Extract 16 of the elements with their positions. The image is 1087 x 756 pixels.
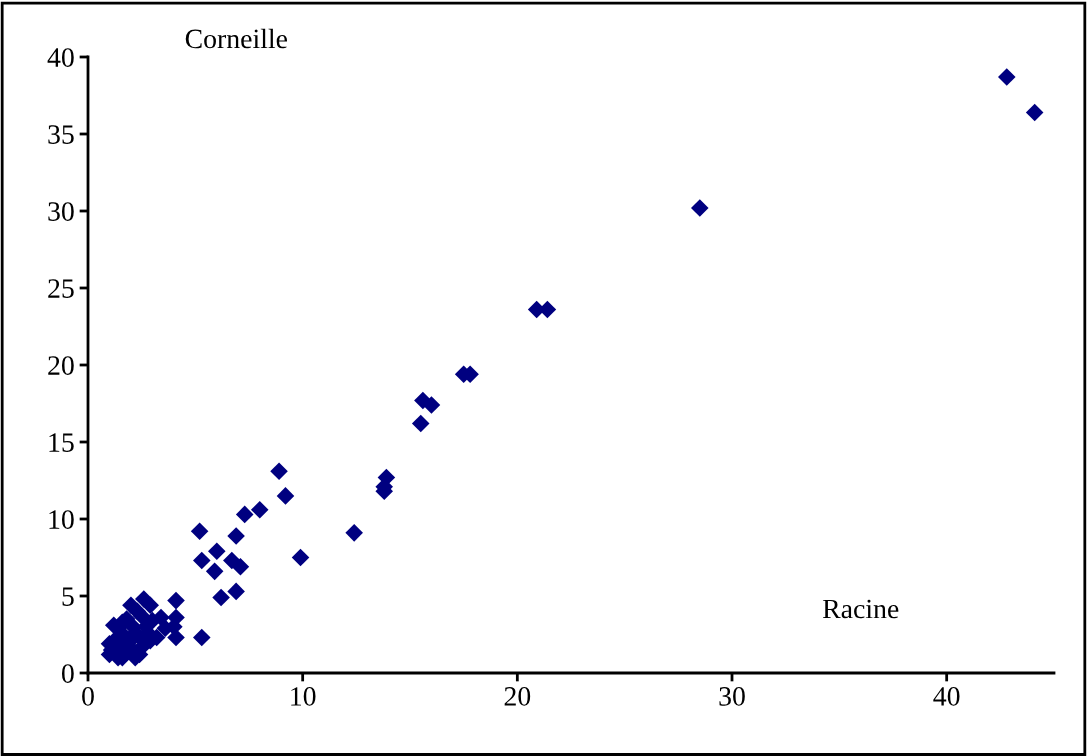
x-tick-label: 40	[933, 687, 960, 706]
y-tick-label: 20	[48, 356, 74, 375]
y-tick-label: 30	[48, 202, 74, 221]
y-tick-label: 35	[48, 125, 74, 144]
y-tick-label: 25	[48, 279, 74, 298]
y-tick-label: 5	[62, 587, 74, 606]
y-tick-label: 40	[47, 48, 74, 67]
x-tick-label: 0	[82, 687, 94, 706]
y-axis-title: Corneille	[185, 28, 287, 49]
x-tick-label: 20	[504, 687, 531, 706]
x-tick-label: 30	[719, 687, 745, 706]
y-tick-label: 0	[61, 664, 74, 683]
y-tick-label: 15	[49, 433, 74, 452]
x-tick-label: 10	[291, 687, 316, 706]
y-tick-label: 10	[49, 510, 74, 529]
x-axis-title: Racine	[822, 599, 899, 619]
